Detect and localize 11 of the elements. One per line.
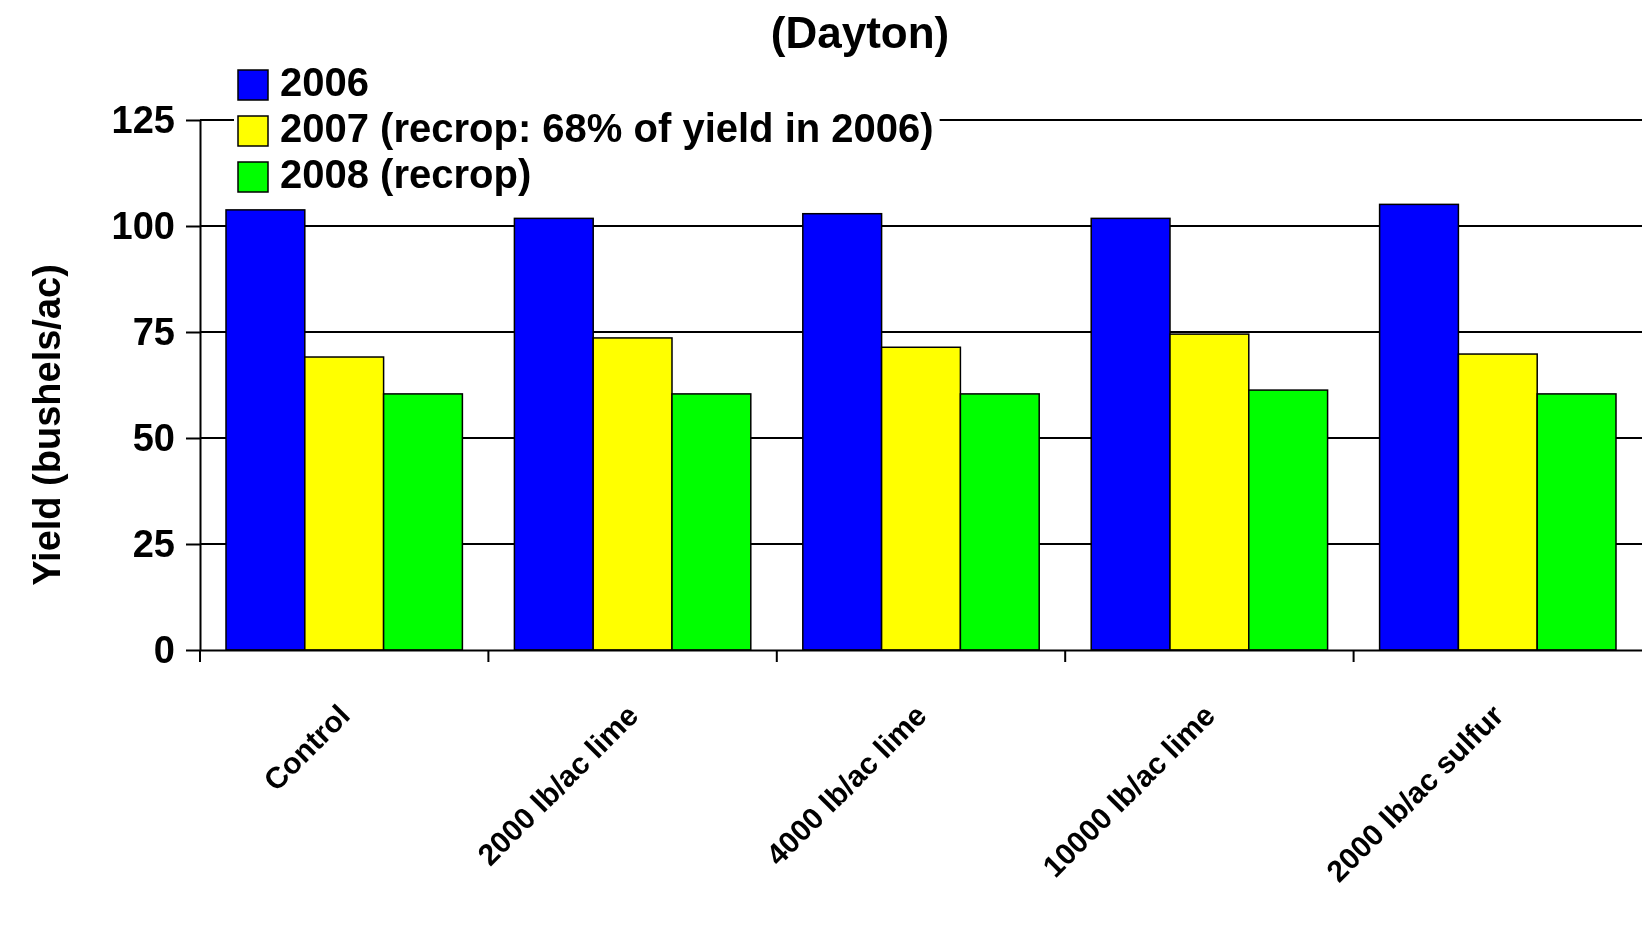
chart-title: (Dayton) [770, 8, 950, 57]
legend-label: 2007 (recrop: 68% of yield in 2006) [280, 106, 934, 150]
legend-label: 2008 (recrop) [280, 152, 532, 196]
y-tick-label: 75 [132, 310, 175, 353]
y-tick-label: 125 [111, 98, 175, 141]
y-tick-label: 100 [111, 204, 175, 247]
y-tick-label: 50 [132, 416, 175, 459]
legend-label: 2006 [280, 60, 369, 104]
y-tick-label: 0 [153, 628, 175, 671]
y-axis-title: Yield (bushels/ac) [26, 264, 68, 586]
y-tick-label: 25 [132, 522, 175, 565]
